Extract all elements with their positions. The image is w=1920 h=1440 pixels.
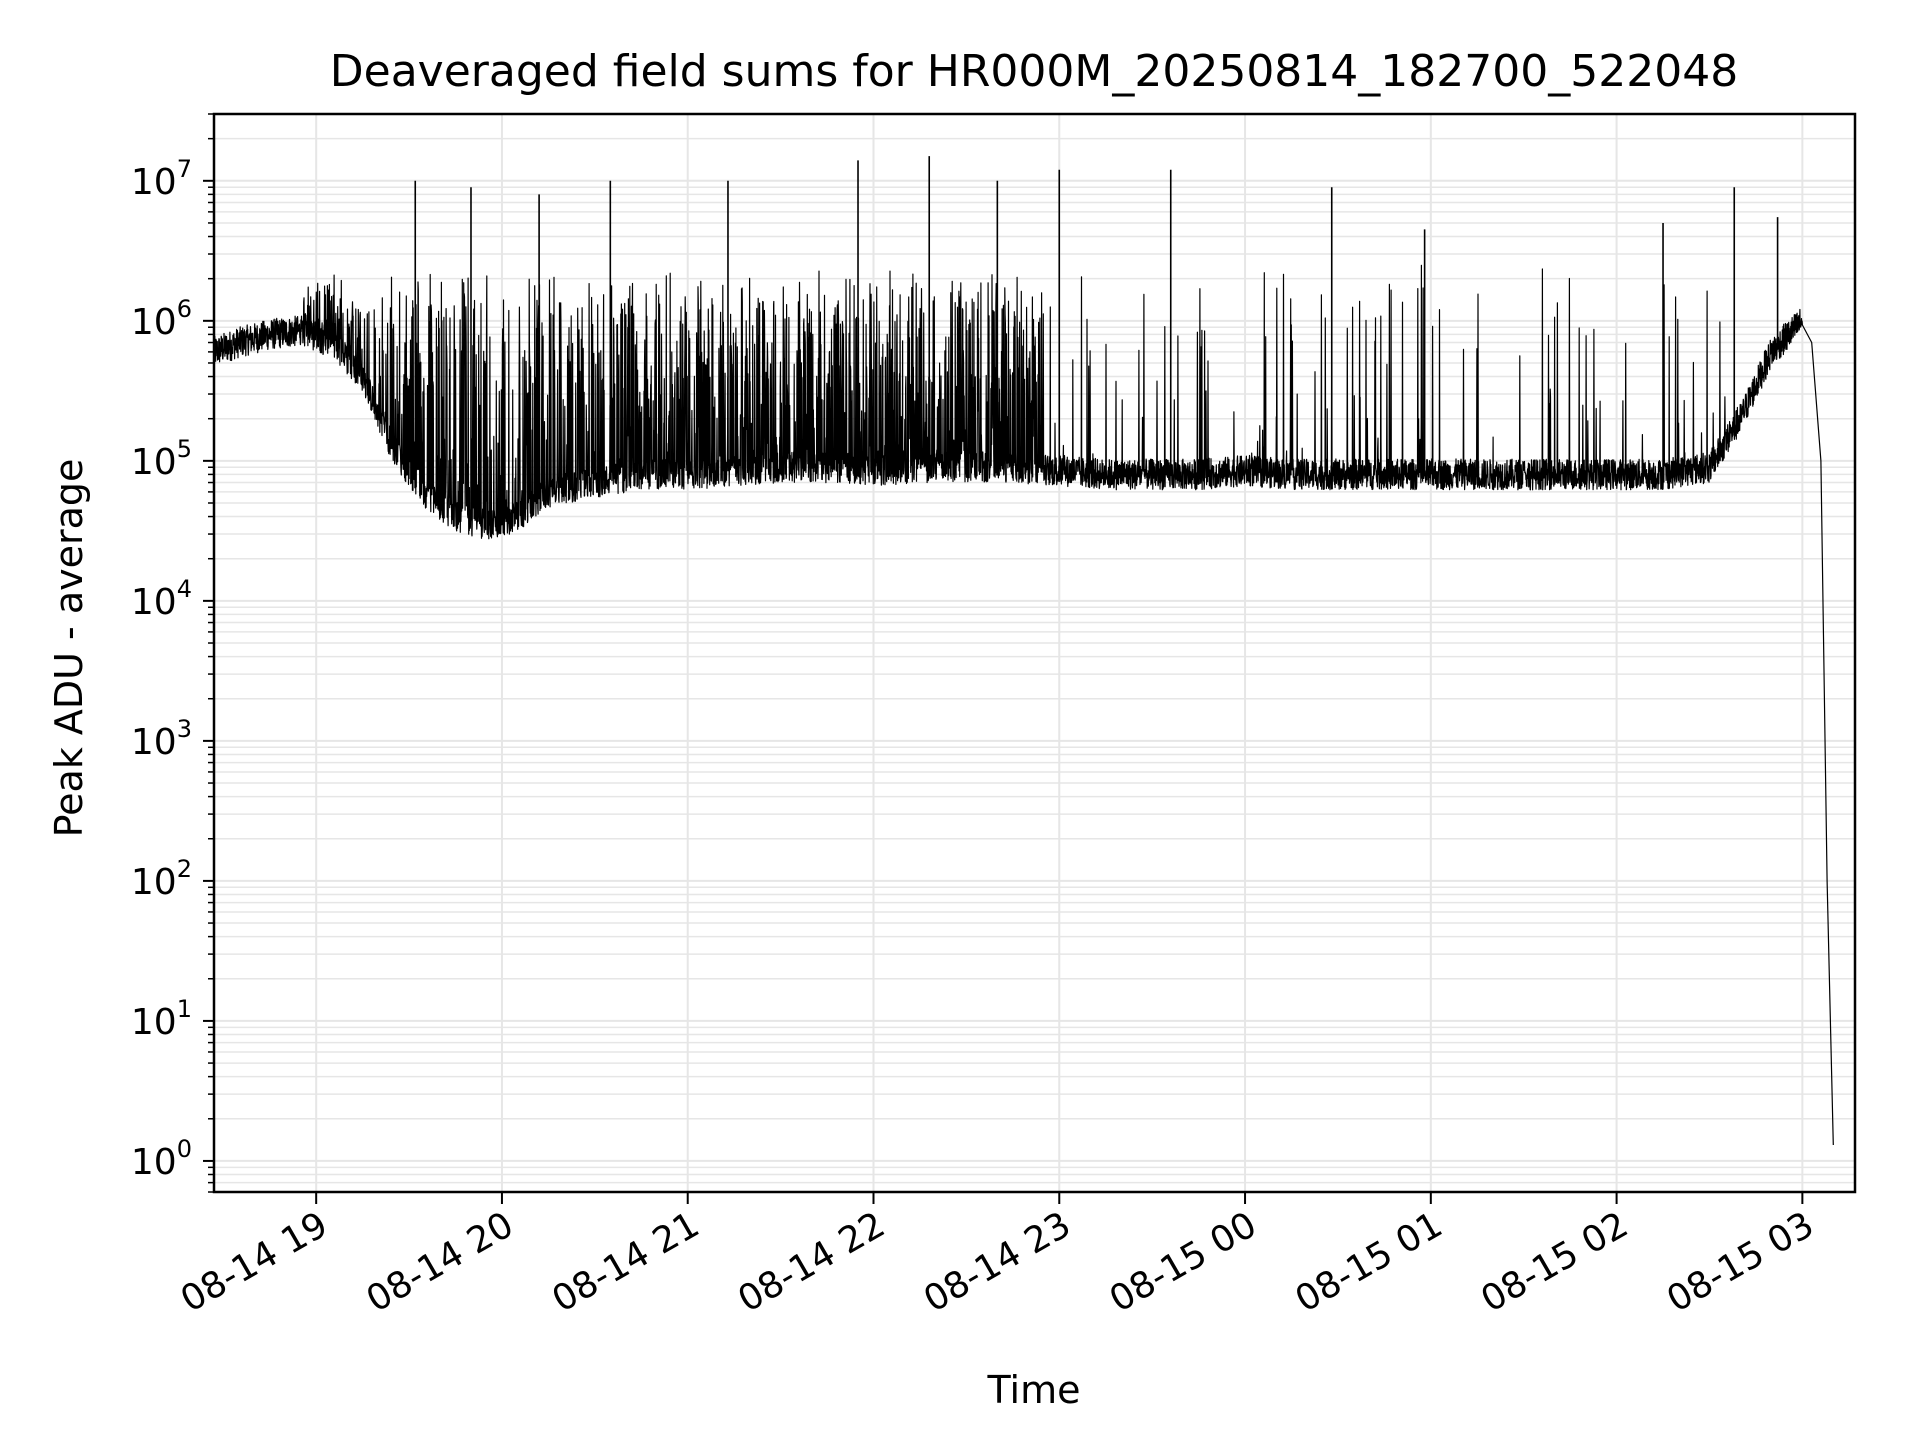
chart-title: Deaveraged field sums for HR000M_2025081… bbox=[330, 46, 1738, 97]
series-layer bbox=[213, 156, 1834, 1146]
plot-frame bbox=[212, 112, 1857, 1194]
y-tick-label: 103 bbox=[131, 715, 192, 763]
y-axis-label: Peak ADU - average bbox=[47, 459, 91, 838]
y-tick-label: 100 bbox=[131, 1135, 192, 1183]
y-tick-label: 106 bbox=[131, 295, 192, 343]
y-tick-label: 107 bbox=[131, 155, 192, 203]
x-axis-label: Time bbox=[987, 1368, 1081, 1412]
grid-lines bbox=[214, 113, 1855, 1193]
y-tick-label: 102 bbox=[131, 855, 192, 903]
y-tick-label: 105 bbox=[131, 435, 192, 483]
series-line bbox=[213, 264, 1834, 1146]
y-axis: 100 101 102 103 104 105 106 107 bbox=[131, 113, 214, 1193]
y-tick-label: 101 bbox=[131, 995, 192, 1043]
y-tick-label: 104 bbox=[131, 575, 192, 623]
